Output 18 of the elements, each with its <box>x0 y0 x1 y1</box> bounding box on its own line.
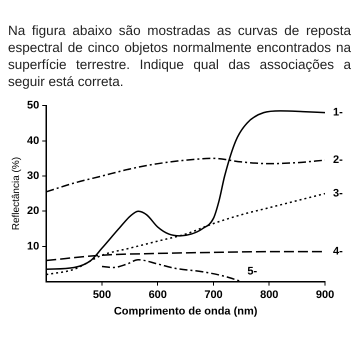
series-label: 1- <box>333 106 344 119</box>
series-label: 3- <box>333 188 344 200</box>
y-tick-label: 10 <box>26 240 40 252</box>
series-label: 4- <box>333 246 344 258</box>
y-axis-title: Reflectância (%) <box>10 156 22 230</box>
chart-title: Na figura abaixo são mostradas as curvas de reposta espectral de cinco objetos normalmente encontrados na superfície terrestre. Indique qual das associações a seguir está correta. <box>8 22 351 90</box>
x-tick-label: 900 <box>316 289 334 302</box>
x-tick-label: 500 <box>92 289 112 302</box>
x-tick-label: 700 <box>204 289 223 302</box>
y-tick-label: 30 <box>26 170 40 182</box>
series-label: 5- <box>247 266 258 278</box>
y-tick-label: 20 <box>26 205 40 218</box>
series-label: 2- <box>333 154 344 166</box>
x-tick-label: 800 <box>260 289 278 302</box>
x-axis-title: Comprimento de onda (nm) <box>114 305 258 318</box>
y-tick-label: 40 <box>26 134 40 147</box>
y-tick-label: 50 <box>26 100 40 112</box>
x-tick-label: 600 <box>148 289 167 302</box>
